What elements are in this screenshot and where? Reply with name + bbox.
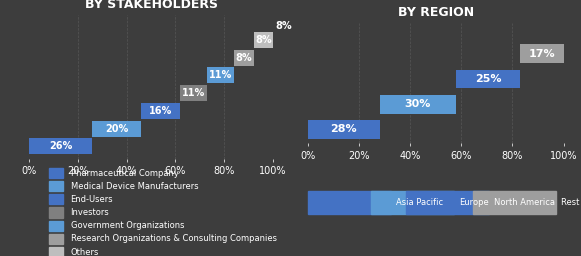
Text: Medical Device Manufacturers: Medical Device Manufacturers: [70, 182, 198, 191]
Text: 8%: 8%: [275, 21, 292, 31]
Text: End-Users: End-Users: [70, 195, 113, 204]
FancyBboxPatch shape: [49, 207, 63, 218]
FancyBboxPatch shape: [473, 191, 556, 214]
Bar: [253, 32, 273, 48]
Text: 26%: 26%: [49, 141, 73, 151]
Text: 28%: 28%: [331, 124, 357, 134]
Text: 8%: 8%: [235, 53, 252, 63]
Text: 20%: 20%: [105, 124, 128, 134]
Text: Pharmaceutical Company: Pharmaceutical Company: [70, 168, 178, 178]
Text: 8%: 8%: [255, 35, 272, 45]
Bar: [180, 85, 207, 101]
Text: 17%: 17%: [529, 49, 555, 59]
Bar: [379, 95, 456, 114]
FancyBboxPatch shape: [49, 194, 63, 205]
Text: 11%: 11%: [209, 70, 232, 80]
FancyBboxPatch shape: [49, 181, 63, 191]
Bar: [456, 69, 520, 88]
Text: Investors: Investors: [70, 208, 109, 217]
Text: Government Organizations: Government Organizations: [70, 221, 184, 230]
Text: 11%: 11%: [182, 88, 206, 98]
Text: 30%: 30%: [405, 99, 431, 109]
Title: BY REGION: BY REGION: [397, 6, 474, 19]
FancyBboxPatch shape: [308, 191, 391, 214]
Text: Rest of the World: Rest of the World: [561, 198, 581, 207]
Bar: [207, 68, 234, 83]
Title: BY STAKEHOLDERS: BY STAKEHOLDERS: [85, 0, 217, 12]
Text: Asia Pacific: Asia Pacific: [396, 198, 443, 207]
Text: Europe: Europe: [458, 198, 489, 207]
Text: 16%: 16%: [149, 106, 173, 116]
Bar: [234, 50, 253, 66]
Bar: [520, 44, 564, 63]
Text: 25%: 25%: [475, 74, 501, 84]
Text: Others: Others: [70, 248, 99, 256]
FancyBboxPatch shape: [49, 247, 63, 256]
FancyBboxPatch shape: [371, 191, 454, 214]
FancyBboxPatch shape: [406, 191, 489, 214]
Bar: [141, 103, 180, 119]
Bar: [92, 121, 141, 136]
FancyBboxPatch shape: [49, 234, 63, 244]
FancyBboxPatch shape: [49, 221, 63, 231]
Bar: [29, 138, 92, 154]
Bar: [308, 120, 379, 139]
Text: Research Organizations & Consulting Companies: Research Organizations & Consulting Comp…: [70, 234, 277, 243]
FancyBboxPatch shape: [49, 168, 63, 178]
Text: North America: North America: [494, 198, 555, 207]
